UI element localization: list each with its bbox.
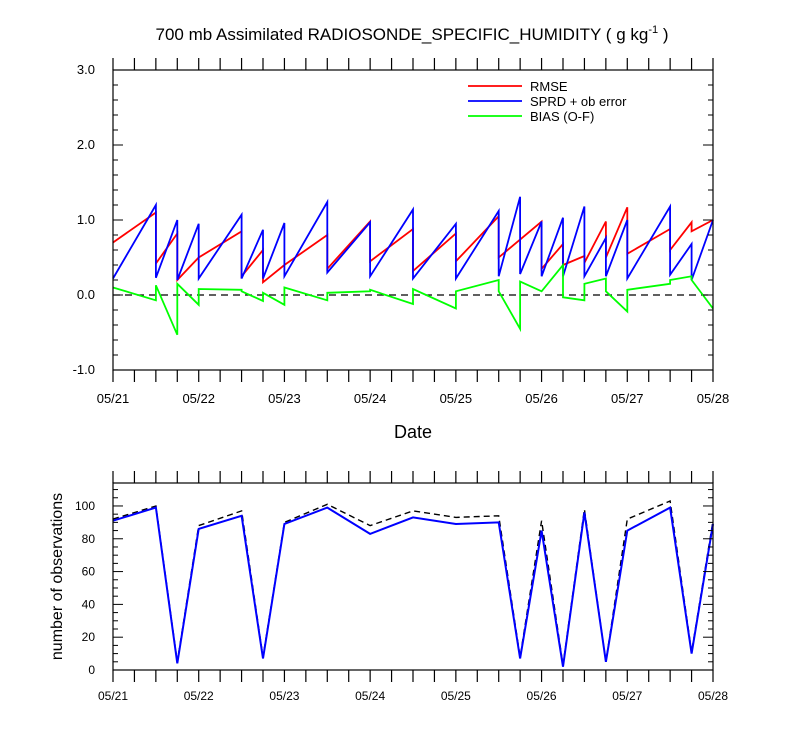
y-tick-label: 40	[82, 597, 96, 611]
x-tick-label: 05/28	[697, 391, 730, 406]
x-tick-label: 05/24	[355, 689, 385, 703]
x-tick-label: 05/26	[525, 391, 558, 406]
x-tick-label: 05/23	[269, 689, 299, 703]
title-end: )	[658, 25, 668, 44]
title-superscript: -1	[648, 24, 658, 36]
series-line-total-observations	[112, 500, 714, 666]
y-tick-label: 80	[82, 532, 96, 546]
legend-label: RMSE	[530, 79, 568, 94]
x-tick-label: 05/26	[527, 689, 557, 703]
series-line-bias-o-f	[112, 262, 714, 336]
y-axis-label: number of observations	[49, 493, 66, 660]
y-tick-label: 0	[88, 663, 95, 677]
x-axis-label: Date	[394, 422, 432, 442]
plot-frame	[112, 482, 714, 671]
y-tick-label: 0.0	[77, 287, 95, 302]
x-tick-label: 05/27	[611, 391, 644, 406]
series-line-sprd-ob-error	[112, 196, 714, 282]
y-tick-label: 3.0	[77, 62, 95, 77]
x-tick-label: 05/22	[182, 391, 215, 406]
y-tick-label: 1.0	[77, 212, 95, 227]
y-tick-label: 2.0	[77, 137, 95, 152]
title-main: 700 mb Assimilated RADIOSONDE_SPECIFIC_H…	[156, 25, 649, 44]
x-tick-label: 05/21	[97, 391, 130, 406]
legend-label: SPRD + ob error	[530, 94, 627, 109]
bottom-chart: 05/21 05/22 05/23 05/24 05/25 05/26 05/27 05/28…	[49, 471, 728, 703]
legend-label: BIAS (O-F)	[530, 109, 594, 124]
y-tick-label: -1.0	[73, 362, 95, 377]
x-tick-label: 05/25	[440, 391, 473, 406]
x-tick-label: 05/21	[98, 689, 128, 703]
chart-title: 700 mb Assimilated RADIOSONDE_SPECIFIC_H…	[156, 24, 669, 44]
y-tick-label: 20	[82, 630, 96, 644]
x-tick-label: 05/27	[612, 689, 642, 703]
x-tick-label: 05/24	[354, 391, 387, 406]
x-tick-label: 05/23	[268, 391, 301, 406]
x-tick-label: 05/28	[698, 689, 728, 703]
top-chart: 05/21 05/22 05/23 05/24 05/25 05/26 05/27 05/28…	[73, 58, 730, 442]
x-tick-label: 05/22	[184, 689, 214, 703]
y-tick-label: 100	[75, 499, 95, 513]
series-line-assimilated-observations	[112, 506, 714, 667]
y-tick-label: 60	[82, 565, 96, 579]
x-tick-label: 05/25	[441, 689, 471, 703]
